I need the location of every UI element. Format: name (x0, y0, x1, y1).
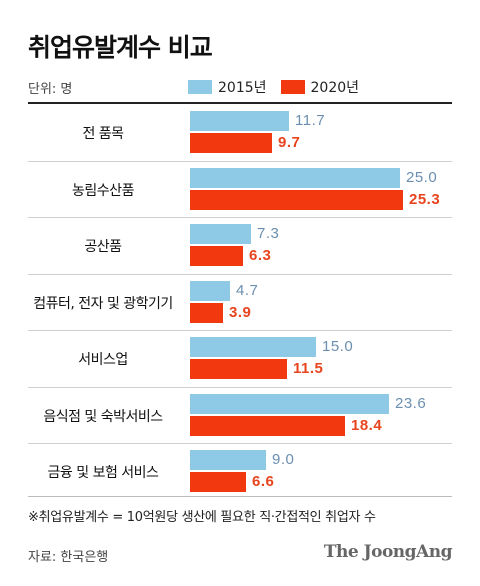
bottom-rule (28, 496, 452, 497)
bar-2015년-5 (190, 393, 389, 414)
bar-2015년-6 (190, 450, 266, 470)
value-label-2020년-4: 11.5 (293, 360, 324, 377)
value-label-2020년-2: 6.3 (249, 247, 272, 264)
value-label-2020년-6: 6.6 (252, 473, 275, 490)
value-label-2020년-5: 18.4 (351, 416, 383, 434)
bar-2020년-4 (190, 359, 287, 379)
footnote: ※취업유발계수 = 10억원당 생산에 필요한 직·간접적인 취업자 수 (28, 510, 376, 525)
source-label: 자료: 한국은행 (28, 550, 109, 565)
legend-swatch-2015 (188, 80, 212, 94)
legend-item-2020: 2020년 (280, 77, 360, 97)
category-label: 컴퓨터, 전자 및 광학기기 (33, 295, 173, 312)
row-separator (28, 386, 452, 388)
value-label-2015년-3: 4.7 (236, 281, 259, 299)
bar-2015년-2 (190, 224, 251, 244)
bar-2015년-0 (190, 111, 289, 131)
bar-2020년-5 (190, 415, 345, 436)
bar-2020년-2 (190, 246, 243, 266)
category-label: 공산품 (84, 239, 122, 256)
category-label: 서비스업 (78, 352, 128, 369)
value-label-2015년-5: 23.6 (395, 394, 427, 412)
bar-2020년-0 (190, 133, 272, 153)
category-label: 농림수산품 (72, 182, 134, 199)
unit-label: 단위: 명 (28, 82, 73, 97)
row-separator (28, 273, 452, 275)
legend-label-2015: 2015년 (218, 80, 267, 96)
value-label-2015년-1: 25.0 (406, 168, 438, 186)
bar-2015년-3 (190, 280, 230, 301)
chart-title: 취업유발계수 비교 (28, 33, 213, 62)
bar-2015년-1 (190, 167, 400, 188)
legend-label-2020: 2020년 (310, 80, 360, 96)
row-separator (28, 217, 452, 218)
row-separator (28, 443, 452, 444)
legend-item-2015: 2015년 (188, 77, 267, 97)
bar-2015년-4 (190, 337, 316, 357)
category-label: 음식점 및 숙박서비스 (43, 408, 163, 425)
value-label-2015년-4: 15.0 (322, 338, 354, 355)
value-label-2020년-3: 3.9 (229, 303, 252, 321)
value-label-2015년-2: 7.3 (257, 225, 280, 242)
row-separator (28, 330, 452, 331)
bar-2020년-6 (190, 472, 246, 492)
category-label: 금융 및 보험 서비스 (47, 465, 159, 482)
value-label-2015년-6: 9.0 (272, 451, 295, 468)
brand-logo: The JoongAng (323, 542, 453, 562)
value-label-2020년-1: 25.3 (409, 190, 441, 208)
value-label-2020년-0: 9.7 (278, 134, 301, 151)
legend-swatch-2020 (280, 80, 305, 94)
row-separator (28, 160, 452, 162)
value-label-2015년-0: 11.7 (295, 112, 326, 129)
legend: 2015년 2020년 (188, 77, 373, 97)
bar-2020년-3 (190, 302, 223, 323)
category-label: 전 품목 (82, 126, 124, 143)
bar-2020년-1 (190, 189, 403, 210)
top-rule (28, 102, 452, 104)
